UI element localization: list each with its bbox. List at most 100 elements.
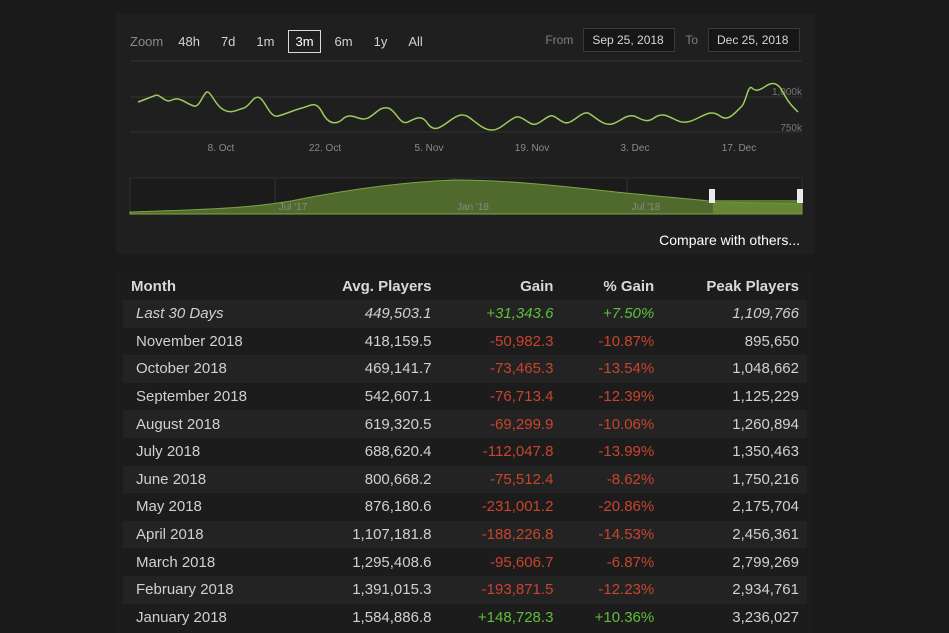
table-row: August 2018 619,320.5 -69,299.9 -10.06% 1,26… — [123, 410, 807, 438]
monthly-stats-table: Month Avg. Players Gain % Gain Peak Play… — [123, 272, 807, 632]
table-row: May 2018 876,180.6 -231,001.2 -20.86% 2,175,… — [123, 493, 807, 521]
peak-players-cell: 2,175,704 — [662, 493, 807, 521]
peak-players-cell: 1,125,229 — [662, 382, 807, 411]
table-row: June 2018 800,668.2 -75,512.4 -8.62% 1,750,2… — [123, 465, 807, 494]
month-cell: June 2018 — [123, 465, 299, 494]
peak-players-cell: 1,350,463 — [662, 437, 807, 466]
pct-gain-cell: -10.87% — [561, 327, 663, 356]
avg-players-cell: 469,141.7 — [298, 355, 440, 383]
zoom-6m-button[interactable]: 6m — [334, 34, 353, 49]
month-cell: Last 30 Days — [123, 300, 299, 328]
peak-players-cell: 2,456,361 — [662, 520, 807, 549]
zoom-3m-button[interactable]: 3m — [288, 30, 321, 53]
peak-players-cell: 1,750,216 — [662, 465, 807, 494]
chart-panel: Zoom 48h 7d 1m 3m 6m 1y All From Sep 25,… — [116, 14, 814, 254]
player-count-chart[interactable]: 1,000k 750k 8. Oct 22. Oct 5. Nov 19. No… — [116, 14, 814, 224]
navigator-left-handle[interactable] — [709, 189, 715, 203]
gain-cell: +31,343.6 — [439, 300, 562, 328]
table-row: November 2018 418,159.5 -50,982.3 -10.87% 89… — [123, 327, 807, 356]
avg-players-cell: 1,295,408.6 — [298, 548, 440, 576]
pct-gain-cell: -13.99% — [561, 437, 663, 466]
navigator-right-handle[interactable] — [797, 189, 803, 203]
gain-cell: +148,728.3 — [439, 603, 562, 632]
peak-players-cell: 1,260,894 — [662, 410, 807, 438]
peak-players-cell: 3,236,027 — [662, 603, 807, 632]
zoom-bar: Zoom 48h 7d 1m 3m 6m 1y All — [130, 30, 437, 53]
y-tick-750k: 750k — [780, 123, 803, 134]
avg-players-cell: 542,607.1 — [298, 382, 440, 411]
from-label: From — [545, 33, 574, 47]
pct-gain-cell: -20.86% — [561, 493, 663, 521]
x-tick-19nov: 19. Nov — [515, 143, 549, 154]
table-row: September 2018 542,607.1 -76,713.4 -12.39% 1… — [123, 382, 807, 411]
zoom-1y-button[interactable]: 1y — [373, 34, 388, 49]
x-tick-22oct: 22. Oct — [309, 143, 341, 154]
x-tick-5nov: 5. Nov — [415, 143, 444, 154]
avg-players-cell: 619,320.5 — [298, 410, 440, 438]
pct-gain-cell: +7.50% — [561, 300, 663, 328]
table-row: February 2018 1,391,015.3 -193,871.5 -12.23… — [123, 575, 807, 604]
zoom-1m-button[interactable]: 1m — [256, 34, 275, 49]
zoom-7d-button[interactable]: 7d — [220, 34, 236, 49]
avg-players-cell: 800,668.2 — [298, 465, 440, 494]
pct-gain-cell: +10.36% — [561, 603, 663, 632]
peak-players-cell: 1,048,662 — [662, 355, 807, 383]
from-date-input[interactable]: Sep 25, 2018 — [583, 28, 676, 52]
table-header-row: Month Avg. Players Gain % Gain Peak Play… — [123, 272, 807, 300]
peak-players-cell: 2,934,761 — [662, 575, 807, 604]
navigator-selection[interactable] — [713, 200, 802, 214]
y-tick-1000k: 1,000k — [772, 87, 803, 98]
table-row: Last 30 Days 449,503.1 +31,343.6 +7.50% 1,10… — [123, 300, 807, 328]
header-avg-players: Avg. Players — [341, 277, 432, 295]
peak-players-cell: 2,799,269 — [662, 548, 807, 576]
pct-gain-cell: -8.62% — [561, 465, 663, 494]
to-label: To — [685, 33, 698, 47]
nav-tick-jul18: Jul '18 — [632, 202, 661, 213]
gain-cell: -95,606.7 — [439, 548, 562, 576]
month-cell: January 2018 — [123, 603, 299, 632]
month-cell: September 2018 — [123, 382, 299, 411]
avg-players-cell: 876,180.6 — [298, 493, 440, 521]
gain-cell: -69,299.9 — [439, 410, 562, 438]
x-tick-8oct: 8. Oct — [208, 143, 235, 154]
table-row: July 2018 688,620.4 -112,047.8 -13.99% 1,350… — [123, 437, 807, 466]
header-month: Month — [131, 277, 176, 295]
zoom-all-button[interactable]: All — [408, 34, 423, 49]
gain-cell: -75,512.4 — [439, 465, 562, 494]
to-date-input[interactable]: Dec 25, 2018 — [708, 28, 800, 52]
zoom-48h-button[interactable]: 48h — [178, 34, 200, 49]
avg-players-cell: 418,159.5 — [298, 327, 440, 356]
x-tick-17dec: 17. Dec — [722, 143, 756, 154]
month-cell: July 2018 — [123, 437, 299, 466]
navigator-area — [129, 179, 803, 215]
table-row: January 2018 1,584,886.8 +148,728.3 +10.36%… — [123, 603, 807, 632]
month-cell: March 2018 — [123, 548, 299, 576]
month-cell: May 2018 — [123, 493, 299, 521]
month-cell: February 2018 — [123, 575, 299, 604]
gain-cell: -76,713.4 — [439, 382, 562, 411]
gain-cell: -193,871.5 — [439, 575, 562, 604]
gain-cell: -188,226.8 — [439, 520, 562, 549]
header-peak-players: Peak Players — [706, 277, 799, 295]
monthly-stats-table-panel: Month Avg. Players Gain % Gain Peak Play… — [116, 272, 814, 633]
pct-gain-cell: -12.39% — [561, 382, 663, 411]
pct-gain-cell: -13.54% — [561, 355, 663, 383]
table-row: April 2018 1,107,181.8 -188,226.8 -14.53% 2,… — [123, 520, 807, 549]
gain-cell: -112,047.8 — [439, 437, 562, 466]
range-navigator[interactable]: Jul '17 Jan '18 Jul '18 — [129, 177, 803, 215]
header-pct-gain: % Gain — [603, 277, 655, 295]
pct-gain-cell: -10.06% — [561, 410, 663, 438]
x-tick-3dec: 3. Dec — [621, 143, 650, 154]
month-cell: April 2018 — [123, 520, 299, 549]
table-row: March 2018 1,295,408.6 -95,606.7 -6.87% 2,79… — [123, 548, 807, 576]
avg-players-cell: 1,107,181.8 — [298, 520, 440, 549]
avg-players-cell: 1,584,886.8 — [298, 603, 440, 632]
zoom-label: Zoom — [130, 34, 164, 49]
table-row: October 2018 469,141.7 -73,465.3 -13.54% 1,0… — [123, 355, 807, 383]
pct-gain-cell: -12.23% — [561, 575, 663, 604]
gain-cell: -231,001.2 — [439, 493, 562, 521]
gain-cell: -50,982.3 — [439, 327, 562, 356]
nav-tick-jan18: Jan '18 — [457, 202, 489, 213]
compare-with-others-link[interactable]: Compare with others... — [659, 232, 800, 248]
peak-players-cell: 1,109,766 — [662, 300, 807, 328]
